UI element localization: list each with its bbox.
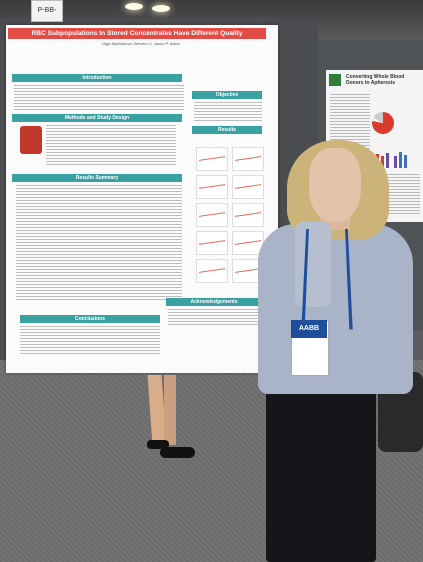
presenter-bow	[295, 222, 331, 307]
blood-bag-icon	[20, 126, 42, 154]
results-chart	[232, 175, 264, 199]
research-poster: RBC Subpopulations In Stored Concentrate…	[6, 25, 278, 373]
poster-title: RBC Subpopulations In Stored Concentrate…	[8, 28, 266, 48]
section-objective: Objective	[192, 91, 262, 99]
results-chart	[196, 231, 228, 255]
section-results-summary: Results Summary	[12, 174, 182, 182]
ceiling-light	[125, 3, 143, 10]
methods-diagram	[46, 125, 176, 165]
results-chart	[232, 203, 264, 227]
presenter-blouse	[258, 224, 413, 394]
bar	[394, 156, 397, 168]
passerby-leg	[164, 375, 176, 445]
badge-header: AABB	[291, 320, 327, 338]
ceiling-light	[152, 5, 170, 12]
passerby-shoe	[147, 440, 169, 449]
results-chart	[196, 175, 228, 199]
section-results: Results	[192, 126, 262, 134]
bar	[381, 156, 384, 168]
results-chart	[232, 147, 264, 171]
section-conclusions: Conclusions	[20, 315, 160, 323]
results-chart	[196, 259, 228, 283]
poster-logo	[329, 74, 341, 86]
pie-chart	[372, 112, 394, 134]
second-poster-title: Converting Whole Blood Donors to Apheres…	[346, 74, 405, 86]
section-introduction: Introduction	[12, 74, 182, 82]
badge-lanyard	[301, 228, 353, 330]
bar	[386, 153, 389, 168]
results-chart	[196, 203, 228, 227]
objective-text	[194, 102, 262, 122]
section-methods: Methods and Study Design	[12, 114, 182, 122]
bar	[404, 155, 407, 168]
poster-authors: Olga Mykhailova, Wenhui Li, Jason P. Ack…	[102, 41, 180, 46]
section-acknowledgements: Acknowledgements	[166, 298, 262, 306]
intro-text	[14, 85, 184, 111]
results-summary-table	[16, 185, 182, 300]
bar	[399, 152, 402, 168]
passerby-shoe	[160, 447, 195, 458]
presenter-face	[309, 148, 361, 222]
conclusions-text	[20, 326, 160, 354]
presenter-trousers	[266, 385, 376, 562]
results-chart	[196, 147, 228, 171]
booth-number: P-BB-105	[31, 0, 63, 34]
acknowledgements-text	[168, 309, 262, 327]
